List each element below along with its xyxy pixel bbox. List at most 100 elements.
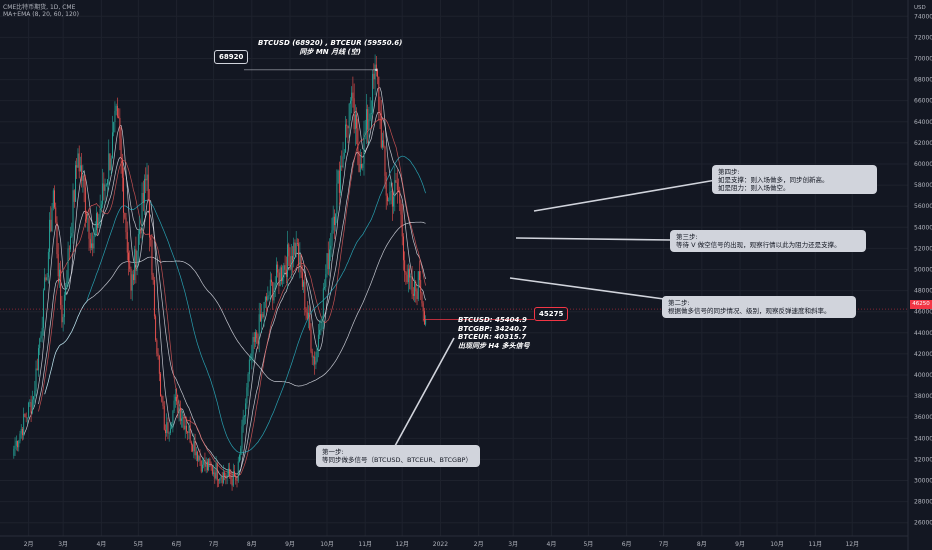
candle-body — [380, 113, 382, 148]
candle-body — [329, 249, 330, 269]
candle-body — [341, 165, 343, 168]
candle-body — [114, 110, 116, 123]
candle-body — [372, 73, 374, 114]
candle-body — [266, 296, 268, 301]
candle-body — [241, 426, 243, 449]
x-tick-label: 10月 — [320, 541, 334, 548]
candle-body — [151, 240, 153, 275]
candle-body — [219, 478, 221, 481]
candle-body — [75, 165, 76, 202]
symbol-title[interactable]: CME比特币期货, 1D, CME — [3, 4, 76, 11]
callout-pointer — [394, 337, 455, 447]
candle-body — [357, 128, 359, 152]
candle-body — [141, 192, 143, 234]
candle-body — [345, 124, 346, 153]
note-step-4[interactable]: 第四步: 如是支撑：则入场做多，同步创新高。 如是阻力：则入场做空。 — [712, 165, 877, 194]
candle-body — [333, 216, 335, 225]
candle-body — [124, 212, 126, 218]
candle-body — [394, 180, 396, 197]
candle-body — [108, 153, 110, 180]
signal-annotation[interactable]: BTCUSD: 45404.9 BTCGBP: 34240.7 BTCEUR: … — [458, 316, 530, 350]
x-tick-label: 9月 — [285, 541, 295, 548]
candle-body — [213, 472, 215, 474]
x-tick-label: 9月 — [735, 541, 745, 548]
x-tick-label: 10月 — [770, 541, 784, 548]
candle-body — [296, 243, 298, 244]
indicator-legend[interactable]: MA+EMA (8, 20, 60, 120) — [3, 11, 79, 18]
candle-body — [406, 274, 408, 283]
candle-body — [377, 69, 379, 77]
candle-body — [142, 192, 144, 203]
candle-body — [361, 163, 362, 168]
y-tick-label: 46000 — [914, 309, 932, 316]
candle-body — [38, 348, 39, 371]
candle-body — [152, 274, 154, 281]
candle-body — [268, 295, 270, 297]
candle-body — [379, 110, 381, 114]
time-axis: 2月 3月 4月 5月 6月 7月 8月 9月 10月 11月 12月 2022 2月 3月 4月 5月 6月 7… — [0, 535, 908, 548]
candle-body — [253, 337, 255, 342]
candle-body — [220, 476, 222, 479]
candle-body — [87, 218, 89, 220]
candle-body — [97, 213, 99, 229]
candle-body — [308, 312, 309, 319]
candle-body — [55, 207, 57, 223]
candle-body — [156, 340, 158, 354]
candle-body — [125, 217, 127, 233]
candle-body — [82, 175, 84, 181]
candle-body — [94, 230, 96, 236]
peak-price-tag[interactable]: 68920 — [214, 50, 249, 64]
candle-body — [248, 359, 250, 375]
candle-body — [18, 441, 20, 448]
candle-body — [306, 312, 308, 319]
note-step-1[interactable]: 第一步: 等同步做多信号（BTCUSD、BTCEUR、BTCGBP） — [316, 445, 480, 467]
candle-body — [227, 468, 229, 476]
candle-body — [118, 116, 120, 118]
candle-body — [39, 338, 41, 349]
y-tick-label: 74000 — [914, 13, 932, 20]
y-tick-label: 68000 — [914, 77, 932, 84]
x-tick-label: 5月 — [133, 541, 143, 548]
y-tick-label: 44000 — [914, 330, 932, 337]
candle-body — [343, 152, 345, 157]
candle-body — [416, 291, 418, 300]
candle-body — [206, 461, 208, 471]
candle-body — [77, 153, 79, 168]
candle-body — [155, 316, 157, 341]
candle-body — [182, 416, 184, 419]
candle-body — [280, 267, 282, 282]
peak-annotation[interactable]: BTCUSD (68920) , BTCEUR (59550.6) 同步 MN … — [258, 39, 402, 56]
note-step-3[interactable]: 第三步: 等待 V 做空信号的出现，观察行情以此为阻力还是支撑。 — [670, 230, 866, 252]
candle-body — [351, 92, 353, 101]
candle-body — [240, 448, 242, 455]
candle-body — [168, 432, 170, 434]
x-tick-label: 2月 — [24, 541, 34, 548]
candle-body — [348, 103, 350, 129]
current-price-tag[interactable]: 45275 — [534, 307, 569, 321]
candle-body — [177, 401, 179, 413]
candle-body — [285, 269, 287, 277]
candle-body — [419, 271, 420, 281]
candle-body — [358, 151, 360, 172]
candle-body — [420, 280, 422, 293]
y-tick-label: 60000 — [914, 161, 932, 168]
candle-body — [370, 113, 372, 114]
candle-body — [158, 356, 160, 374]
candle-body — [261, 314, 263, 322]
x-tick-label: 3月 — [58, 541, 68, 548]
candle-body — [263, 302, 265, 318]
note-step-2[interactable]: 第二步: 根据做多信号的同步情况、级别，观察反弹速度和斜率。 — [662, 296, 856, 318]
candle-body — [95, 213, 97, 231]
candle-body — [13, 448, 15, 456]
candle-body — [349, 100, 351, 104]
candle-body — [276, 264, 277, 284]
candle-body — [362, 163, 364, 168]
candle-body — [393, 196, 395, 207]
candle-body — [282, 277, 284, 282]
h4-signal-label: 出现同步 H4 多头信号 — [458, 341, 530, 350]
x-tick-label: 11月 — [358, 541, 372, 548]
candle-body — [103, 183, 105, 191]
candle-body — [356, 114, 358, 129]
candle-body — [289, 256, 291, 270]
